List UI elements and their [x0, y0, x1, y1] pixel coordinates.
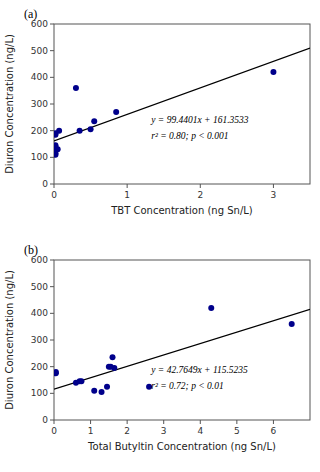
- data-point: [111, 365, 117, 371]
- panel: 01002003004005006000123TBT Concentration…: [4, 7, 310, 216]
- y-tick-label: 0: [42, 179, 48, 189]
- x-tick: [54, 184, 55, 188]
- y-tick: [50, 77, 54, 78]
- y-tick: [50, 157, 54, 158]
- x-tick: [236, 420, 237, 424]
- x-tick: [127, 184, 128, 188]
- data-point: [73, 85, 79, 91]
- panel: 01002003004005006000123456Total Butyltin…: [4, 243, 310, 452]
- data-point: [99, 389, 105, 395]
- data-point: [110, 354, 116, 360]
- annotation: r² = 0.72; p < 0.01: [151, 381, 223, 391]
- y-axis-label: Diuron Concentration (ng/L): [4, 34, 15, 174]
- x-tick-label: 2: [197, 190, 203, 200]
- chart-figure: 01002003004005006000123TBT Concentration…: [0, 0, 320, 472]
- x-tick-label: 4: [197, 426, 203, 436]
- data-point: [88, 126, 94, 132]
- data-point: [270, 69, 276, 75]
- regression-line: [54, 309, 310, 389]
- regression-line: [54, 48, 310, 141]
- y-tick-label: 300: [31, 335, 48, 345]
- x-tick: [200, 420, 201, 424]
- y-tick: [50, 313, 54, 314]
- y-tick-label: 500: [31, 46, 48, 56]
- x-tick: [273, 184, 274, 188]
- data-point: [91, 388, 97, 394]
- x-tick-label: 3: [161, 426, 167, 436]
- y-tick-label: 0: [42, 415, 48, 425]
- annotation: y = 99.4401x + 161.3533: [150, 115, 249, 125]
- x-tick-label: 0: [51, 190, 57, 200]
- y-tick: [50, 366, 54, 367]
- x-tick-label: 3: [271, 190, 277, 200]
- y-tick: [50, 393, 54, 394]
- y-tick-label: 100: [31, 388, 48, 398]
- x-axis-label: TBT Concentration (ng Sn/L): [110, 205, 253, 216]
- y-tick: [50, 104, 54, 105]
- x-tick-label: 1: [124, 190, 130, 200]
- x-tick-label: 1: [88, 426, 94, 436]
- panel-label: (a): [24, 7, 37, 21]
- data-point: [55, 146, 61, 152]
- y-tick: [50, 260, 54, 261]
- y-tick: [50, 130, 54, 131]
- x-tick-label: 0: [51, 426, 57, 436]
- data-point: [289, 321, 295, 327]
- data-point: [208, 305, 214, 311]
- plot-frame: [54, 24, 310, 184]
- data-point: [91, 118, 97, 124]
- data-point: [54, 152, 58, 158]
- x-tick: [127, 420, 128, 424]
- y-axis-label: Diuron Concentration (ng/L): [4, 270, 15, 410]
- data-point: [113, 109, 119, 115]
- x-tick-label: 6: [271, 426, 277, 436]
- annotation: r² = 0.80; p < 0.001: [151, 131, 228, 141]
- y-tick-label: 400: [31, 308, 48, 318]
- plot-frame: [54, 260, 310, 420]
- x-axis-label: Total Butyltin Concentration (ng Sn/L): [87, 441, 276, 452]
- data-point: [56, 128, 62, 134]
- data-point: [54, 369, 59, 375]
- data-point: [78, 378, 84, 384]
- x-tick: [90, 420, 91, 424]
- y-tick: [50, 184, 54, 185]
- plot-marks: [54, 48, 310, 158]
- y-tick: [50, 50, 54, 51]
- y-tick-label: 400: [31, 72, 48, 82]
- x-tick: [54, 420, 55, 424]
- y-tick-label: 200: [31, 126, 48, 136]
- x-tick: [163, 420, 164, 424]
- x-tick-label: 2: [124, 426, 130, 436]
- data-point: [77, 128, 83, 134]
- x-tick-label: 5: [234, 426, 240, 436]
- x-tick: [200, 184, 201, 188]
- y-tick-label: 300: [31, 99, 48, 109]
- y-tick: [50, 286, 54, 287]
- y-tick-label: 200: [31, 362, 48, 372]
- data-point: [104, 384, 110, 390]
- y-tick: [50, 340, 54, 341]
- y-tick: [50, 24, 54, 25]
- y-tick-label: 100: [31, 152, 48, 162]
- panel-label: (b): [24, 243, 38, 257]
- y-tick-label: 500: [31, 282, 48, 292]
- y-tick: [50, 420, 54, 421]
- annotation: y = 42.7649x + 115.5235: [150, 365, 248, 375]
- x-tick: [273, 420, 274, 424]
- plot-marks: [54, 305, 310, 395]
